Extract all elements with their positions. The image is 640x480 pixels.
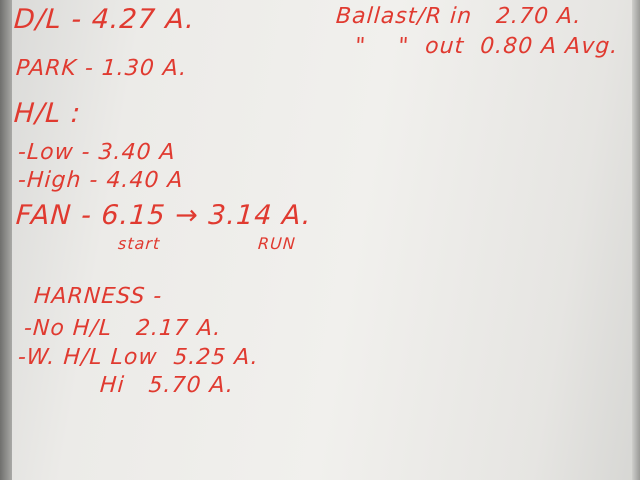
note-hl-heading: H/L : <box>12 98 83 129</box>
note-fan: FAN - 6.15 → 3.14 A. <box>14 200 313 231</box>
note-harness-w-hl-low: -W. H/L Low 5.25 A. <box>17 345 260 370</box>
whiteboard-frame-left <box>0 0 12 480</box>
note-harness-w-hl-hi: Hi 5.70 A. <box>99 373 235 398</box>
note-hl-low: -Low - 3.40 A <box>17 140 177 165</box>
note-harness-heading: HARNESS - <box>33 284 164 309</box>
note-park: PARK - 1.30 A. <box>15 56 189 81</box>
note-ballast-in: Ballast/R in 2.70 A. <box>335 4 583 29</box>
note-dl: D/L - 4.27 A. <box>12 4 197 35</box>
note-fan-run: RUN <box>257 234 297 253</box>
note-fan-start: start <box>117 234 161 253</box>
note-ballast-out: " " out 0.80 A Avg. <box>354 34 620 59</box>
whiteboard-frame-right <box>632 0 640 480</box>
note-hl-high: -High - 4.40 A <box>17 168 185 193</box>
note-harness-no-hl: -No H/L 2.17 A. <box>23 316 223 341</box>
